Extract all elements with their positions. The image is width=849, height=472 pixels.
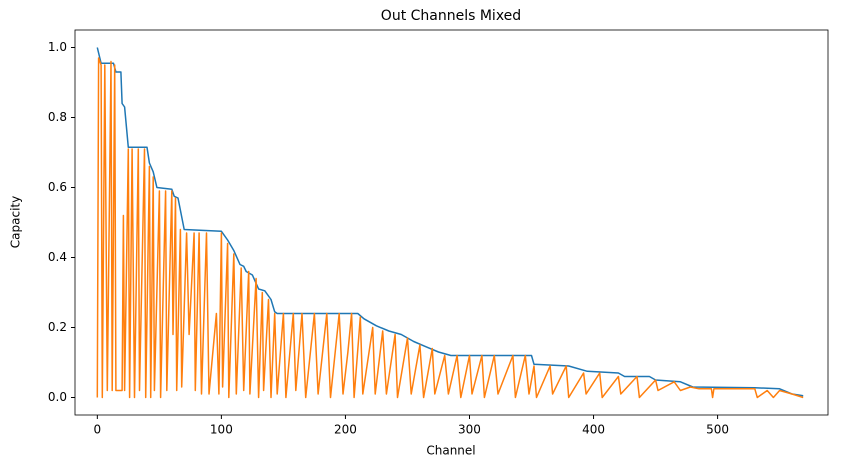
series-line — [96, 57, 804, 399]
y-tick-label: 0.4 — [48, 250, 67, 264]
chart-title: Out Channels Mixed — [381, 8, 521, 24]
y-axis-label: Capacity — [9, 196, 23, 248]
y-tick-label: 0.6 — [48, 180, 67, 194]
series-line — [96, 47, 804, 397]
x-tick-label: 400 — [582, 423, 605, 437]
y-tick-label: 0.0 — [48, 390, 67, 404]
y-tick-label: 0.2 — [48, 320, 67, 334]
x-axis-label: Channel — [426, 444, 475, 458]
x-tick-label: 200 — [334, 423, 357, 437]
x-tick-label: 100 — [210, 423, 233, 437]
x-tick-label: 300 — [458, 423, 481, 437]
plot-frame — [74, 29, 829, 416]
y-tick-label: 0.8 — [48, 110, 67, 124]
y-tick-label: 1.0 — [48, 40, 67, 54]
x-tick-label: 500 — [706, 423, 729, 437]
x-tick-label: 0 — [94, 423, 102, 437]
